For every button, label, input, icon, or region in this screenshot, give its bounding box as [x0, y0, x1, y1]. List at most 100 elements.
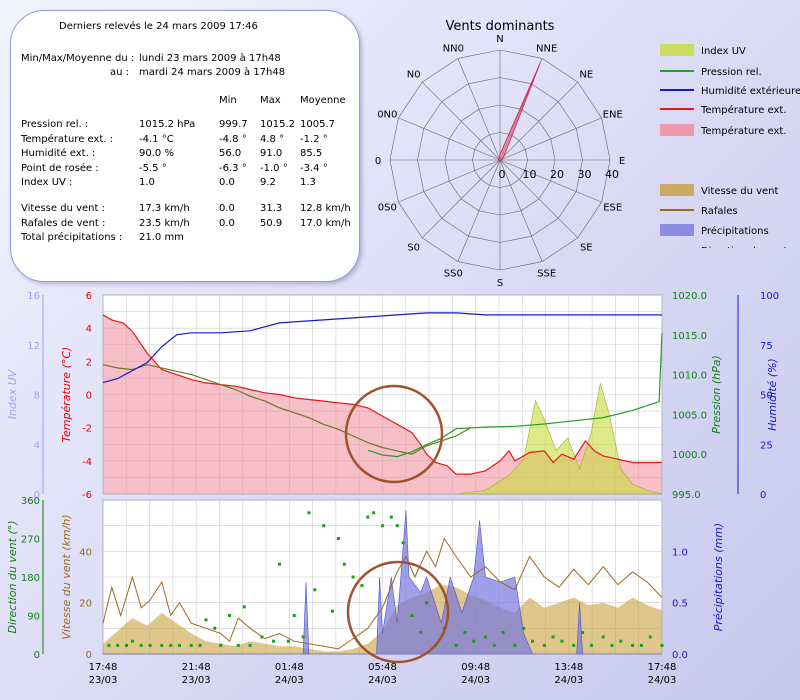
direction-tick: 270 [21, 535, 40, 546]
wind-direction-point [660, 643, 664, 647]
pressure-tick: 1010.0 [672, 371, 707, 382]
wind-direction-point [522, 626, 526, 630]
wind-direction-point [213, 626, 217, 630]
wind-direction-point [360, 584, 364, 588]
humidity-tick: 50 [760, 391, 773, 402]
wind-direction-point [372, 511, 376, 515]
legend-label: Température ext. [700, 104, 787, 116]
stat-min: 0.0 [219, 203, 235, 214]
wind-direction-point [610, 643, 614, 647]
radar-spoke [457, 58, 501, 161]
stat-label: Rafales de vent : [21, 217, 106, 229]
wind-direction-point [425, 601, 429, 605]
x-tick-time: 17:48 [648, 662, 677, 673]
uv-tick: 8 [34, 391, 40, 402]
direction-tick: 360 [21, 496, 40, 507]
wind-direction-point [454, 643, 458, 647]
legend-label: Température ext. [700, 125, 787, 137]
timeseries-charts: 6420-2-4-616128401020.01015.01010.01005.… [6, 291, 779, 686]
range-to-label: au : [110, 67, 130, 78]
rain-tick: 1.0 [672, 547, 688, 558]
radar-tick-label: 40 [605, 168, 619, 181]
x-tick-time: 05:48 [368, 662, 397, 673]
wind-direction-point [148, 643, 152, 647]
uv-axis-label: Index UV [6, 368, 19, 419]
wind-direction-point [236, 643, 240, 647]
wind-direction-point [542, 643, 546, 647]
wind-direction-point [513, 643, 517, 647]
header-avg: Moyenne [300, 95, 346, 106]
stat-min: 999.7 [219, 119, 248, 130]
x-tick-time: 09:48 [461, 662, 490, 673]
temp-tick: -4 [82, 457, 92, 468]
legend-label: Index UV [701, 46, 746, 57]
stat-max: 9.2 [260, 177, 276, 188]
legend: Index UV Pression rel. Humidité extérieure… [660, 44, 800, 248]
radar-title: Vents dominants [446, 19, 555, 34]
wind-direction-point [242, 605, 246, 609]
humidity-tick: 100 [760, 291, 779, 302]
rain-tick: 0.0 [672, 650, 688, 661]
pressure-tick: 1005.0 [672, 410, 707, 421]
wind-direction-point [169, 643, 173, 647]
uv-tick: 0 [34, 490, 40, 501]
stat-min: -4.8 ° [219, 133, 247, 145]
wind-direction-point [248, 643, 252, 647]
radar-direction-label: NN0 [443, 43, 464, 54]
precipitation-area [103, 510, 662, 655]
x-tick-time: 21:48 [182, 662, 211, 673]
wind-direction-point [219, 643, 223, 647]
x-tick-time: 17:48 [89, 662, 118, 673]
radar-direction-label: 0 [375, 156, 381, 167]
series-line [367, 333, 663, 458]
series-line [102, 314, 662, 475]
direction-tick: 0 [34, 650, 40, 661]
wind-direction-point [581, 631, 585, 635]
stat-max: 50.9 [260, 217, 283, 229]
stat-label: Total précipitations : [21, 232, 123, 243]
stat-value: 1015.2 hPa [139, 119, 196, 130]
wind-direction-point [286, 639, 290, 643]
radar-spoke [499, 81, 579, 161]
header-max: Max [260, 95, 281, 106]
wind-direction-point [342, 562, 346, 566]
speed-axis-label: Vitesse du vent (km/h) [60, 514, 73, 639]
legend-swatch [660, 44, 694, 56]
stat-label: Pression rel. : [21, 119, 89, 130]
stat-avg: 17.0 km/h [300, 217, 351, 229]
wind-direction-point [260, 635, 264, 639]
x-tick-date: 24/03 [554, 675, 583, 686]
radar-tick-label: 10 [523, 168, 537, 181]
annotation-circle [346, 560, 450, 664]
radar-tick-label: 30 [578, 168, 592, 181]
radar-direction-label: 0N0 [377, 109, 397, 120]
temperature-area [103, 314, 662, 494]
radar-spoke [499, 159, 579, 239]
stat-value: 17.3 km/h [139, 203, 190, 214]
temp-tick: -6 [82, 490, 92, 501]
header-min: Min [219, 95, 237, 106]
x-tick-time: 13:48 [554, 662, 583, 673]
wind-direction-point [366, 515, 370, 519]
stat-value: 21.0 mm [139, 232, 184, 243]
stat-min: 0.0 [219, 217, 235, 229]
radar-direction-label: S0 [407, 242, 420, 253]
stat-value: 90.0 % [139, 148, 174, 159]
direction-tick: 180 [21, 573, 40, 584]
wind-direction-point [130, 639, 134, 643]
wind-direction-point [560, 639, 564, 643]
wind-direction-point [631, 643, 635, 647]
uv-area [456, 383, 663, 495]
stat-avg: 12.8 km/h [300, 203, 351, 214]
gust-line [102, 537, 663, 650]
wind-direction-point [463, 631, 467, 635]
radar-direction-label: SSE [537, 269, 556, 280]
stat-value: 23.5 km/h [139, 217, 190, 229]
legend-label: Humidité extérieure [701, 85, 800, 97]
range-label: Min/Max/Moyenne du : [21, 53, 135, 64]
radar-area [498, 63, 541, 162]
wind-direction-point [639, 643, 643, 647]
wind-direction-point [160, 643, 164, 647]
